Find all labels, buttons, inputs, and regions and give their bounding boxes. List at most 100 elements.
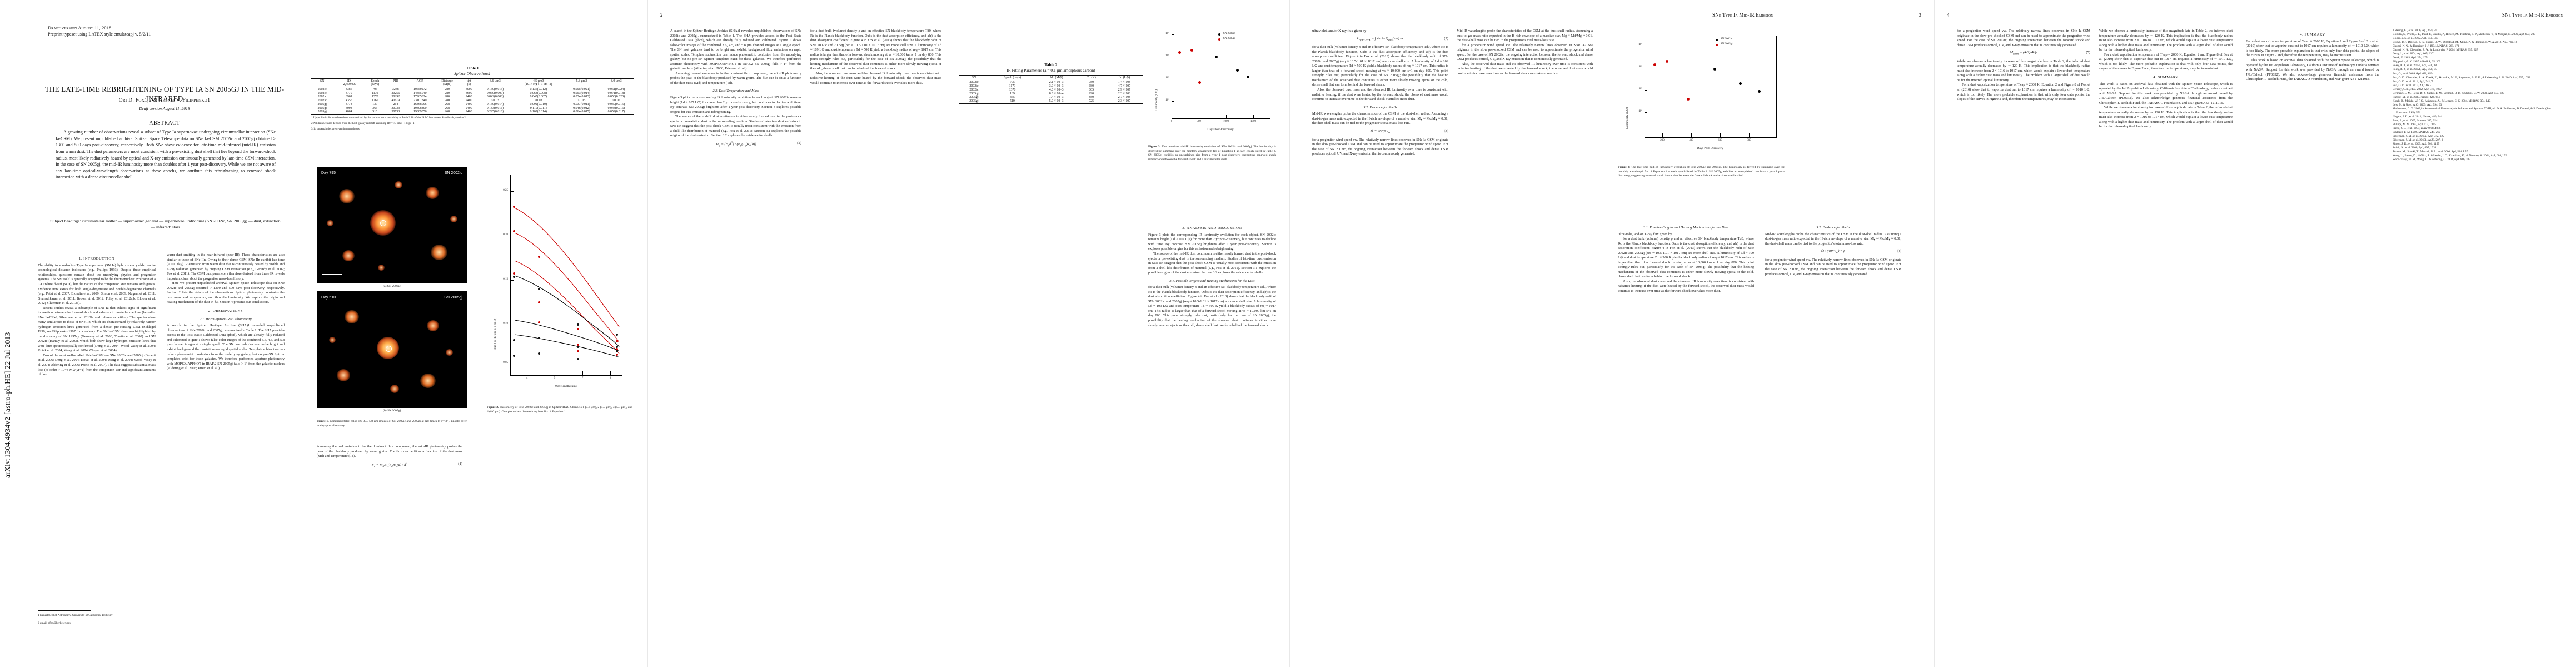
- data-point: [616, 350, 618, 352]
- td: 2002ic: [969, 81, 979, 84]
- reference-item: Aldering, G., et al. 2006, ApJ, 650, 510: [2393, 29, 2438, 32]
- td: 0.225(0.018): [486, 110, 504, 114]
- arxiv-identifier: arXiv:1304.4934v2 [astro-ph.HE] 22 Jul 2…: [3, 332, 12, 478]
- td: 3.0 × 10−3: [1049, 84, 1064, 88]
- panel-a-scalebar: [322, 274, 342, 275]
- para: for a dust bulk (volume) density ρ and a…: [1618, 237, 1754, 279]
- figure-2-ylabel: Flux (10-17 erg s-1 cm-2): [494, 318, 497, 350]
- reference-item: Schlegel, E. M. 1990, MNRAS, 244, 269: [2393, 130, 2440, 134]
- xtick: 500: [1197, 120, 1201, 123]
- equation-4: Ṁ = 4πr²ρ vw (3): [1370, 128, 1448, 135]
- reference-item: Silverman, J. M., et al. 2013a, ApJ, 772…: [2393, 134, 2444, 138]
- xtick: 200: [1660, 139, 1665, 142]
- table-2-number: Table 2: [1044, 62, 1058, 67]
- td: 2002ic: [969, 84, 979, 88]
- running-head-4: SNe Type Ia Mid-IR Emission: [2502, 12, 2563, 18]
- para: The ability to standardize Type Ia super…: [38, 263, 156, 306]
- reference-item: Patat, F., et al. 2007, Science, 317, 92…: [2393, 118, 2438, 122]
- figure-1-panel-b-sublabel: (b) SN 2005gj: [382, 409, 401, 412]
- preprint-style-line: Preprint typeset using LATEX style emula…: [48, 32, 151, 37]
- table-row: 2005gj 4004 365 30733 19308800 268 2400 0.18…: [311, 106, 634, 110]
- xtick: 800: [1747, 139, 1751, 142]
- td: 2.7 × 108: [1118, 96, 1131, 99]
- para: While we observe a luminosity increase o…: [1957, 59, 2090, 82]
- table-1-note-2: 2 All distances are derived from the hos…: [311, 121, 415, 125]
- td: 30733: [391, 110, 400, 114]
- panel-b-sn-marker: [386, 346, 392, 352]
- ytick: 10⁶: [1638, 110, 1642, 113]
- para: This work is based on archival data obta…: [2246, 58, 2379, 82]
- xtick: 1000: [1223, 120, 1229, 123]
- para: Figure 3 plots the corresponding IR lumi…: [670, 95, 801, 114]
- td: 280: [445, 99, 450, 103]
- para: The source of the mid-IR dust continuum …: [1148, 251, 1276, 275]
- xtick: 1500: [1250, 120, 1256, 123]
- th: [564, 83, 599, 87]
- td: 1370: [371, 95, 378, 99]
- figure-5-ylabel: Luminosity (L⊙): [1626, 107, 1629, 129]
- data-point: [1758, 90, 1761, 93]
- td: 2400: [465, 110, 472, 114]
- td: 23107840: [413, 99, 427, 103]
- th: [406, 83, 434, 87]
- figure-1: Day 795 SN 2002ic (a) SN 2002ic Day 510 …: [317, 167, 467, 412]
- th: Epoch: [371, 79, 380, 83]
- td: 4000: [465, 87, 472, 91]
- th: [385, 83, 406, 87]
- reference-item: Germany, L. M., Reiss, D. J., Sadler, E.…: [2393, 91, 2504, 95]
- reference-item: Smith, N., et al. 2009, ApJ, 695, 1334: [2393, 146, 2437, 150]
- th: 4.5 µm3: [532, 79, 544, 83]
- td: 0.045(0.007): [530, 95, 547, 99]
- td: 5.0 × 10−3: [1049, 99, 1064, 103]
- td: 0.162(0.014): [530, 110, 547, 114]
- page-number-3: 3: [1919, 12, 1922, 18]
- page-4: 4 SNe Type Ia Mid-IR Emission for a prog…: [1934, 0, 2576, 667]
- data-point: [513, 276, 515, 278]
- legend-label: SN 2005gj: [1223, 37, 1235, 40]
- td: 0.046(0.012): [573, 106, 590, 110]
- xtick: 0: [1170, 120, 1173, 123]
- table-row: 2002ic 1370 4.0 × 10−3 605 2.9 × 107: [959, 88, 1143, 92]
- data-point: [577, 328, 579, 330]
- td: 2005gj: [969, 92, 979, 96]
- td: 990: [1089, 92, 1094, 96]
- reference-item: Mathewson, C. D. 2009, in Astronomical D…: [2393, 107, 2551, 115]
- td: 0.071(0.018): [607, 91, 625, 95]
- data-point: [577, 323, 579, 326]
- reference-item: Wang, L., Baade, D., Hoflich, P., Wheele…: [2393, 154, 2507, 158]
- td: 30733: [391, 106, 400, 110]
- td: 365: [372, 106, 378, 110]
- section-heading-analysis: 3. ANALYSIS AND DISCUSSION: [1182, 226, 1242, 230]
- footnote-1: 1 Department of Astronomy, University of…: [38, 614, 113, 617]
- td: 0.052(0.017): [607, 110, 625, 114]
- th: Ld (L⊙): [1118, 76, 1130, 79]
- td: 2002ic: [317, 99, 327, 103]
- panel-a-epoch-label: Day 795: [321, 171, 336, 175]
- subsection-heading-origins: 3.1. Possible Origins and Heating Mechan…: [1169, 278, 1255, 283]
- reference-item: Leis, M. & Ross, A. G. 2005, ApJ, 594, 9…: [2393, 103, 2442, 107]
- figure-3-plot: 0 500 1000 1500 10⁹ 10⁸ 10⁷ 10⁶ SN 2002i…: [1148, 22, 1276, 142]
- td: 0.037(0.011): [573, 102, 590, 106]
- abstract-text: A growing number of observations reveal …: [56, 130, 276, 180]
- table-row: 2005gj 139 8.6 × 10−4 990 2.3 × 108: [959, 92, 1143, 96]
- reference-item: Kotak, R., Meikle, W. P. S., Adamson, A.…: [2393, 99, 2491, 103]
- table-row: 2002ic 3386 795 3248 10550272 280 4000 0.150…: [311, 87, 634, 91]
- para: Figure 3 plots the corresponding IR lumi…: [1148, 232, 1276, 251]
- table-1-caption: Table 1 Spitzer Observations1: [311, 66, 634, 77]
- para: for a progenitor wind speed vw. The rela…: [1457, 43, 1593, 62]
- table-row: 2005gj 510 5.0 × 10−3 725 2.3 × 107: [959, 99, 1143, 103]
- figure-5-plot: 200 400 600 800 10⁹ 10⁸ 10⁷ 10⁶ SN 2002i…: [1618, 29, 1785, 162]
- figure-5-axes: [1645, 36, 1777, 138]
- td: 1370: [1009, 88, 1016, 92]
- figure-5-caption-text: The late-time mid-IR luminosity evolutio…: [1618, 166, 1785, 178]
- td: 2005gj: [317, 106, 327, 110]
- equation-1: Fν = MdBν(Td)κν(a) / d2 (1): [371, 461, 462, 469]
- figure-2-label: Figure 2.: [487, 406, 499, 409]
- td: 3386: [345, 87, 352, 91]
- td: 280: [445, 87, 450, 91]
- page-number-4: 4: [1947, 12, 1950, 18]
- para: for a progenitor wind speed vw. The rela…: [1312, 137, 1448, 156]
- xtick: 4: [526, 377, 528, 380]
- td: 2.1 × 10−3: [1049, 81, 1064, 84]
- table-row: 2002ic 1179 3.0 × 10−3 680 4.7 × 107: [959, 84, 1143, 88]
